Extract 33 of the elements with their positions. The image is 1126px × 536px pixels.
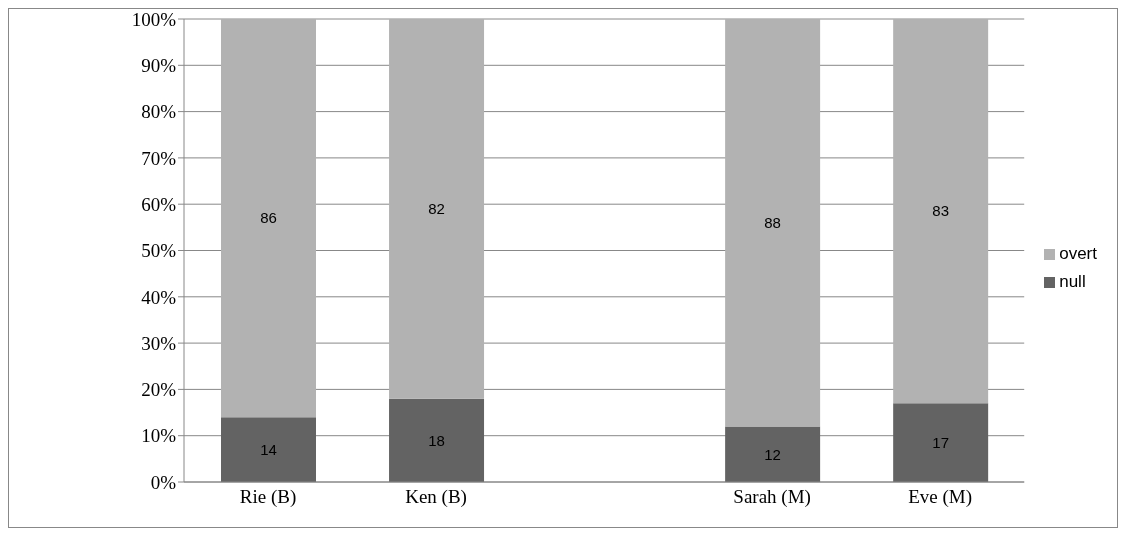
- legend-label: overt: [1059, 244, 1097, 264]
- data-label: 82: [428, 200, 445, 218]
- data-label: 86: [260, 209, 277, 227]
- bar: [389, 398, 485, 482]
- y-tick-label: 20%: [141, 379, 177, 401]
- data-label: 14: [260, 440, 277, 458]
- x-tick-label: Ken (B): [405, 486, 467, 509]
- y-tick-label: 0%: [150, 471, 177, 493]
- data-label: 12: [764, 445, 781, 463]
- bar: [893, 19, 989, 404]
- bar: [725, 426, 821, 482]
- y-tick-label: 10%: [141, 425, 177, 447]
- bar: [893, 403, 989, 482]
- x-tick-label: Sarah (M): [733, 486, 811, 509]
- y-tick-label: 80%: [141, 101, 177, 123]
- bar: [389, 19, 485, 399]
- bar: [221, 19, 316, 418]
- bar: [725, 19, 821, 427]
- data-label: 83: [932, 202, 950, 220]
- y-tick-label: 100%: [131, 8, 177, 30]
- data-label: 17: [932, 433, 950, 451]
- y-tick-label: 40%: [141, 286, 177, 308]
- x-tick-label: Rie (B): [239, 486, 297, 509]
- data-label: 88: [764, 214, 781, 232]
- y-tick-label: 60%: [141, 193, 177, 215]
- bar: [221, 417, 316, 482]
- y-tick-label: 90%: [141, 55, 177, 77]
- y-tick-label: 70%: [141, 147, 177, 169]
- y-tick-label: 50%: [141, 240, 177, 262]
- data-label: 18: [428, 431, 445, 449]
- legend-label: null: [1059, 272, 1086, 292]
- y-tick-label: 30%: [141, 332, 177, 354]
- x-tick-label: Eve (M): [908, 486, 973, 509]
